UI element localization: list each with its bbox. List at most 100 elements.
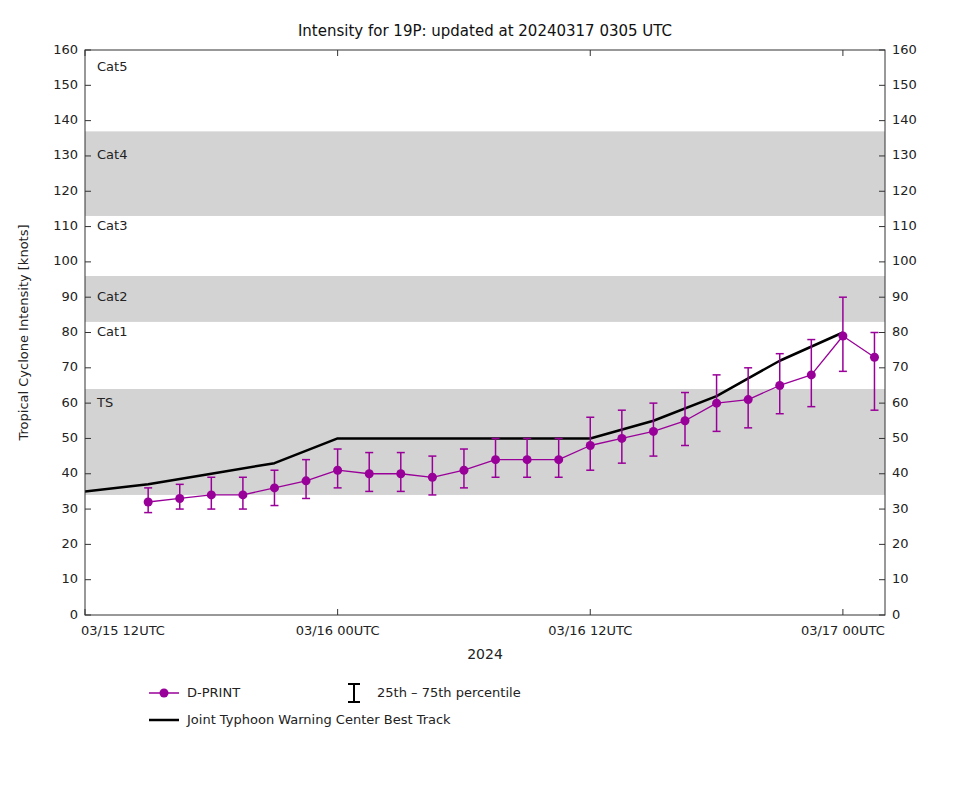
- legend-item: Joint Typhoon Warning Center Best Track: [149, 712, 451, 727]
- y-tick-label: 30: [61, 501, 78, 516]
- error-bar-cap: [523, 438, 531, 440]
- y2-tick: [879, 85, 885, 86]
- error-bar: [176, 484, 184, 509]
- x-tick: [842, 609, 843, 615]
- y2-tick-label: 40: [892, 465, 909, 480]
- y2-tick: [879, 509, 885, 510]
- y2-tick: [879, 155, 885, 156]
- plot-area: [85, 50, 885, 513]
- error-bar-cap: [144, 512, 152, 514]
- x-tick-top: [842, 50, 843, 56]
- y-tick-label: 90: [61, 289, 78, 304]
- data-point: [807, 370, 816, 379]
- series: [144, 297, 879, 512]
- error-bar-cap: [807, 339, 815, 341]
- y-tick-label: 150: [53, 77, 78, 92]
- category-label: Cat1: [97, 324, 127, 339]
- data-point: [838, 332, 847, 341]
- data-point: [523, 455, 532, 464]
- x-tick: [337, 609, 338, 615]
- error-bar: [618, 410, 626, 463]
- y2-tick-label: 110: [892, 218, 917, 233]
- y-tick-label: 100: [53, 253, 78, 268]
- chart-title: Intensity for 19P: updated at 20240317 0…: [298, 22, 672, 40]
- legend-label: Joint Typhoon Warning Center Best Track: [186, 712, 451, 727]
- error-bar-cap: [586, 469, 594, 471]
- x-tick: [590, 609, 591, 615]
- y2-tick: [879, 615, 885, 616]
- error-bar-cap: [870, 409, 878, 411]
- background: [0, 0, 961, 785]
- y-tick-label: 130: [53, 147, 78, 162]
- error-bar-cap: [649, 402, 657, 404]
- error-bar-cap: [839, 296, 847, 298]
- x-axis-label: 2024: [467, 646, 503, 662]
- y-tick-label: 140: [53, 112, 78, 127]
- y2-tick: [879, 544, 885, 545]
- series-line: [148, 336, 874, 502]
- y2-tick: [879, 332, 885, 333]
- error-bar-cap: [334, 487, 342, 489]
- error-bar: [870, 333, 878, 411]
- error-bar: [334, 449, 342, 488]
- y2-tick-label: 150: [892, 77, 917, 92]
- error-bar: [302, 460, 310, 499]
- y-tick-label: 40: [61, 465, 78, 480]
- error-bar-cap: [776, 353, 784, 355]
- error-bar-cap: [618, 462, 626, 464]
- error-bar-cap: [176, 508, 184, 510]
- y2-tick-label: 120: [892, 183, 917, 198]
- y2-tick-label: 90: [892, 289, 909, 304]
- error-bar: [365, 453, 373, 492]
- error-bar: [807, 340, 815, 407]
- legend-label: D-PRINT: [187, 685, 240, 700]
- legend-swatch: [353, 684, 355, 702]
- y-tick: [85, 332, 91, 333]
- data-point: [333, 466, 342, 475]
- category-band: [85, 389, 885, 495]
- data-point: [712, 399, 721, 408]
- error-bar: [144, 488, 152, 513]
- error-bar: [555, 438, 563, 477]
- category-band: [85, 216, 885, 276]
- error-bar: [649, 403, 657, 456]
- error-bar-cap: [618, 409, 626, 411]
- y2-tick: [879, 191, 885, 192]
- error-bar-cap: [397, 452, 405, 454]
- error-bar: [270, 470, 278, 505]
- error-bar-cap: [207, 508, 215, 510]
- error-bar-cap: [270, 505, 278, 507]
- error-bar: [397, 453, 405, 492]
- x-tick-label: 03/17 00UTC: [801, 623, 885, 638]
- error-bar-cap: [681, 392, 689, 394]
- y-tick-label: 60: [61, 395, 78, 410]
- data-point: [617, 434, 626, 443]
- error-bar-cap: [144, 487, 152, 489]
- y2-tick: [879, 50, 885, 51]
- error-bar-cap: [207, 477, 215, 479]
- error-bar: [460, 449, 468, 488]
- error-bar-cap: [744, 427, 752, 429]
- error-bar-cap: [239, 477, 247, 479]
- data-point: [775, 381, 784, 390]
- error-bar: [744, 368, 752, 428]
- legend-swatch-marker: [160, 689, 169, 698]
- error-bar-cap: [460, 487, 468, 489]
- y2-tick-label: 30: [892, 501, 909, 516]
- legend-swatch: [348, 701, 360, 703]
- y-tick-label: 10: [61, 571, 78, 586]
- error-bar-cap: [302, 459, 310, 461]
- y2-tick: [879, 261, 885, 262]
- category-band: [85, 50, 885, 131]
- y2-tick: [879, 403, 885, 404]
- data-point: [586, 441, 595, 450]
- data-point: [459, 466, 468, 475]
- y-tick-label: 70: [61, 359, 78, 374]
- category-band: [85, 131, 885, 216]
- y-tick-label: 20: [61, 536, 78, 551]
- y-tick: [85, 50, 91, 51]
- y-tick: [85, 120, 91, 121]
- y2-tick-label: 70: [892, 359, 909, 374]
- error-bar-cap: [334, 448, 342, 450]
- data-point: [554, 455, 563, 464]
